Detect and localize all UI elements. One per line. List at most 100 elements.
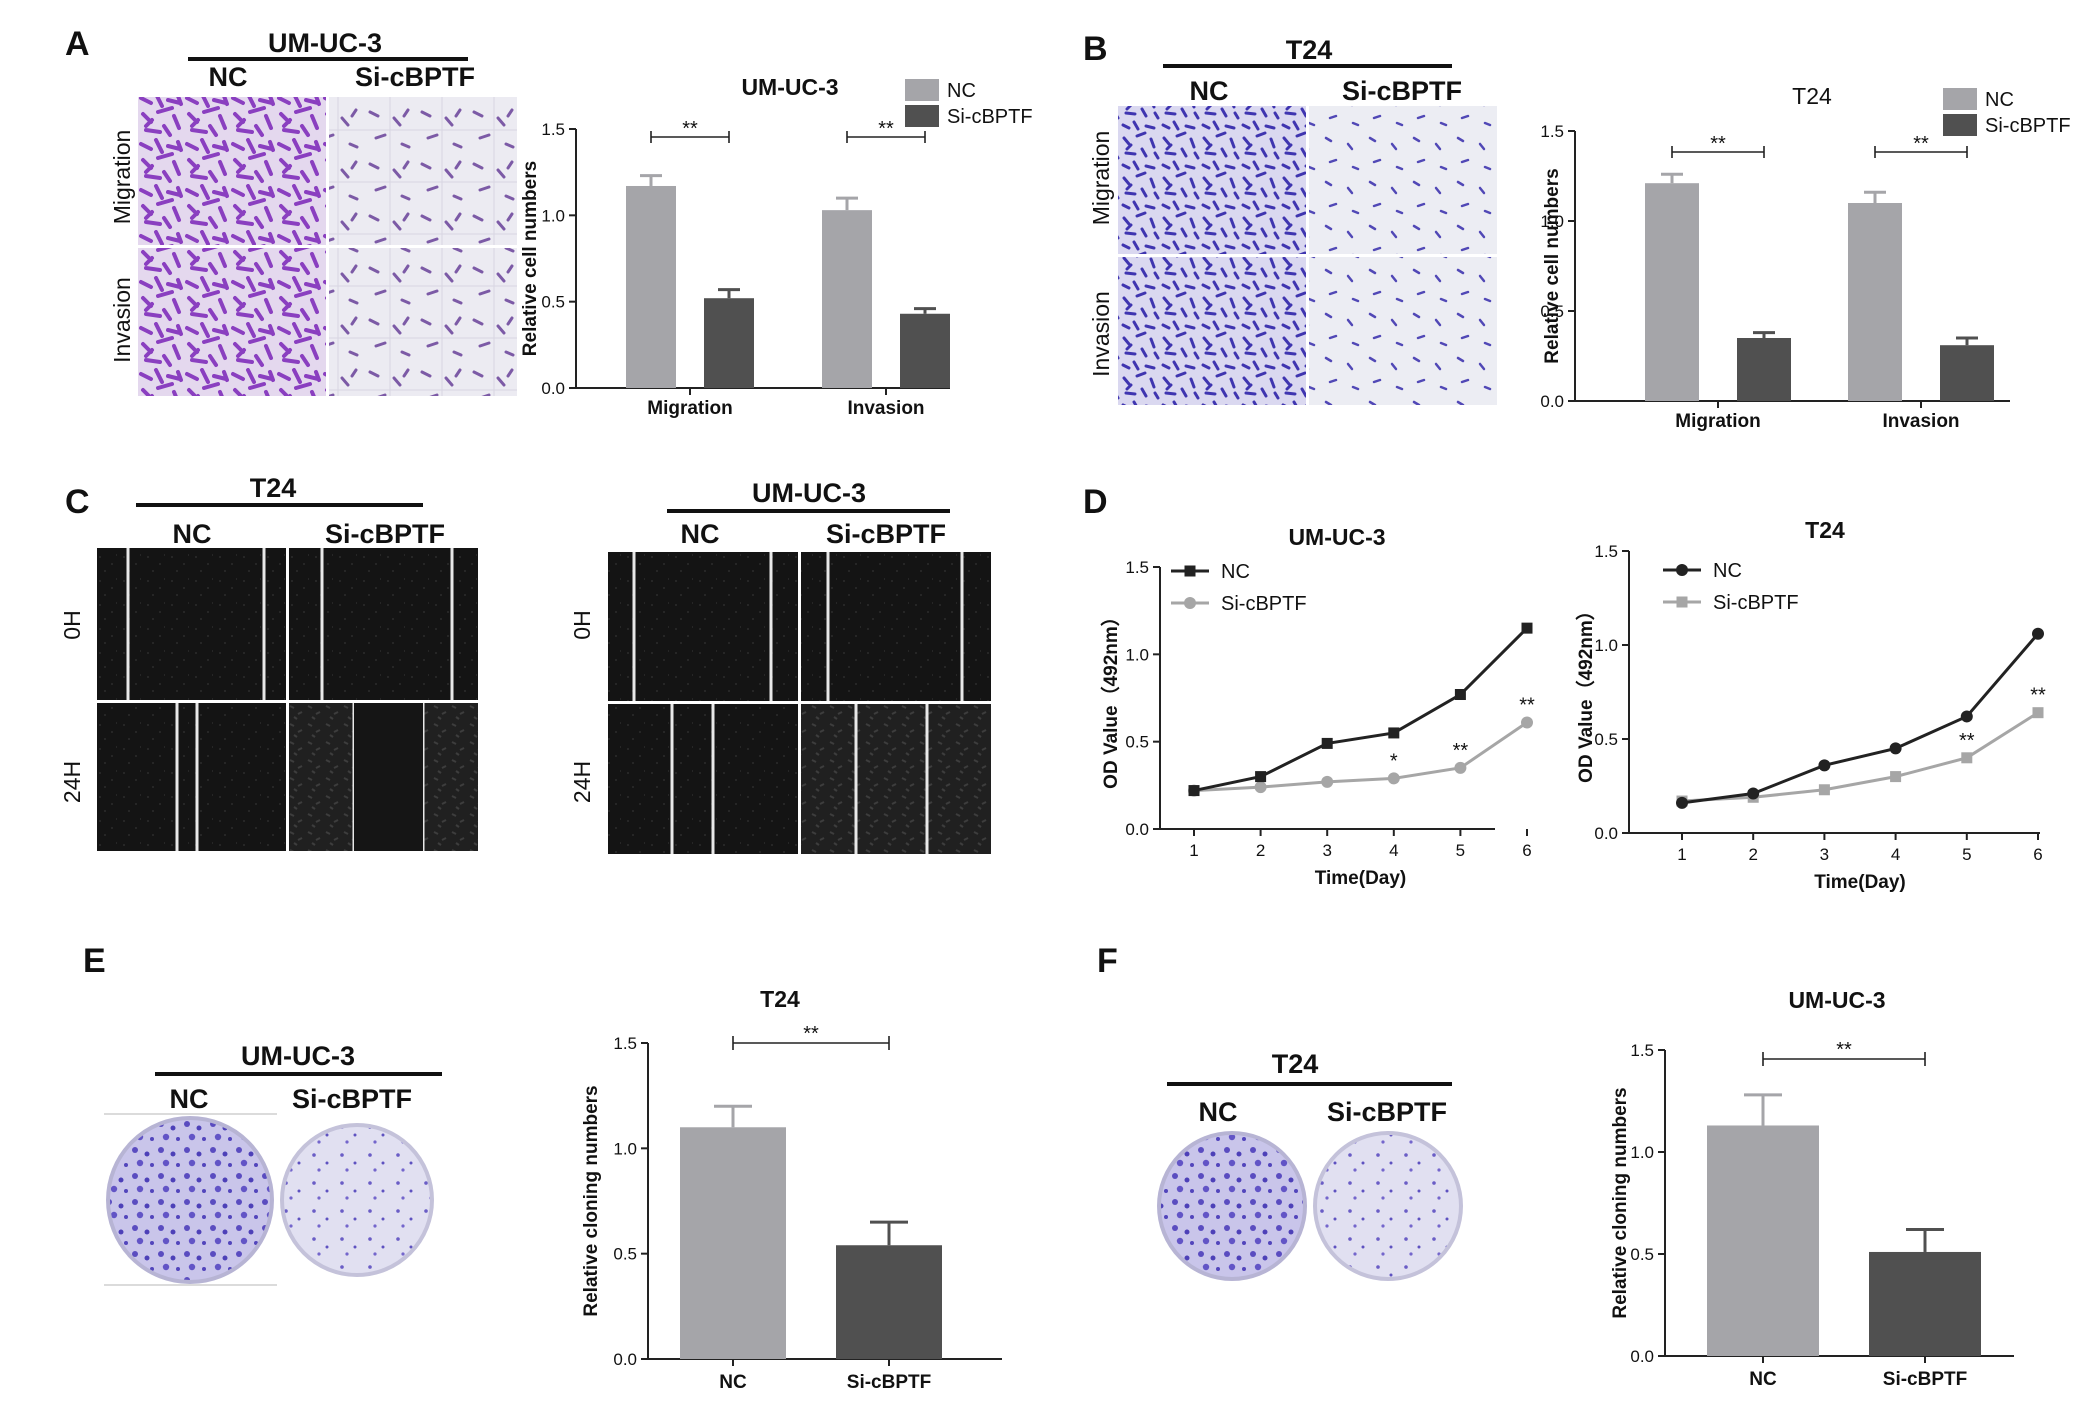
chart-a-bar: 0.0 0.5 1.0 1.5 Relative cell numbers UM-UC-3… <box>520 74 1033 419</box>
x-tick-label: 3 <box>1322 841 1331 860</box>
significance-label: ** <box>1836 1039 1852 1061</box>
legend-label: Si-cBPTF <box>1221 593 1307 615</box>
series-line <box>1193 721 1528 793</box>
x-tick-label: NC <box>1749 1369 1777 1390</box>
y-tick-label: 1.0 <box>613 1139 637 1158</box>
x-tick-label: 6 <box>2033 845 2042 864</box>
x-tick-label: 4 <box>1389 841 1398 860</box>
series-line <box>1193 627 1529 793</box>
legend-swatch <box>905 79 939 101</box>
data-point <box>1961 752 1973 764</box>
panel-b-micrographs: T24 NC Si-cBPTF Migration Invasion <box>1088 35 1497 405</box>
wound-si-0h <box>801 552 991 701</box>
x-tick-label: 5 <box>1456 841 1465 860</box>
y-tick-label: 0.5 <box>541 293 565 312</box>
y-tick-label: 1.0 <box>541 206 565 225</box>
y-tick-label: 1.5 <box>541 120 565 139</box>
row-label-24h: 24H <box>569 761 595 803</box>
col-label-nc: NC <box>209 62 248 92</box>
micrograph-nc-migration <box>138 97 326 245</box>
y-axis-label: Relative cloning numbers <box>1610 1087 1631 1318</box>
y-tick-label: 0.0 <box>1125 820 1149 839</box>
data-point <box>1747 787 1760 800</box>
y-tick-label: 0.5 <box>1594 730 1618 749</box>
y-axis-label: Relative cloning numbers <box>581 1085 602 1316</box>
micrograph-si-invasion <box>1309 257 1497 405</box>
bar <box>626 185 676 388</box>
micrograph-si-invasion <box>329 248 517 396</box>
wound-nc-24h <box>97 703 286 851</box>
micrograph-si-migration <box>329 97 517 245</box>
group-title: T24 <box>1272 1049 1319 1079</box>
panel-f-colonies: T24 NC Si-cBPTF <box>1157 1049 1463 1281</box>
data-point <box>1255 771 1267 783</box>
chart-title: UM-UC-3 <box>1788 987 1885 1013</box>
data-point <box>1188 785 1200 797</box>
chart-title: UM-UC-3 <box>1288 524 1385 550</box>
x-axis-label: Time(Day) <box>1315 868 1407 889</box>
data-point <box>1387 772 1400 785</box>
panel-c-left-wound: T24 NC Si-cBPTF 0H 24H <box>59 473 478 851</box>
legend-marker <box>1676 596 1688 608</box>
data-point <box>1321 775 1334 788</box>
x-tick-label: 5 <box>1962 845 1971 864</box>
legend-label: Si-cBPTF <box>1985 115 2071 137</box>
col-label-si: Si-cBPTF <box>355 62 475 92</box>
legend-swatch <box>1943 88 1977 110</box>
x-tick-label: 2 <box>1256 841 1265 860</box>
x-tick-label: 6 <box>1522 841 1531 860</box>
data-point <box>2032 707 2044 719</box>
y-axis-label: OD Value（492nm） <box>1574 601 1597 783</box>
x-tick-label: 2 <box>1748 845 1757 864</box>
y-tick-label: 1.5 <box>1540 122 1564 141</box>
chart-d-left-line: 0.0 0.5 1.0 1.5 OD Value（492nm） UM-UC-3 1 2 3 4 5 6… <box>1099 524 1535 889</box>
wound-nc-0h <box>97 548 286 700</box>
col-label-nc: NC <box>681 519 720 549</box>
row-label-invasion: Invasion <box>109 277 135 363</box>
data-point <box>1521 622 1533 634</box>
group-title: UM-UC-3 <box>752 478 866 508</box>
legend-swatch <box>1943 114 1977 136</box>
bar <box>1848 203 1902 401</box>
chart-e-bar: 0.0 0.5 1.0 1.5 Relative cloning numbers T24 N… <box>581 986 1002 1393</box>
panel-c-right-wound: UM-UC-3 NC Si-cBPTF 0H 24H <box>569 478 991 854</box>
y-tick-label: 1.0 <box>1540 212 1564 231</box>
series-line <box>1681 711 2039 803</box>
data-point <box>1676 796 1688 809</box>
dish-nc <box>1157 1131 1307 1281</box>
row-label-0h: 0H <box>59 610 85 639</box>
legend-marker <box>1184 597 1196 609</box>
row-label-migration: Migration <box>1088 131 1114 226</box>
panel-label-a: A <box>65 25 90 63</box>
wound-si-0h <box>289 548 478 700</box>
legend-label: NC <box>1985 89 2014 111</box>
y-tick-label: 1.5 <box>613 1034 637 1053</box>
col-label-si: Si-cBPTF <box>1342 76 1462 106</box>
col-label-si: Si-cBPTF <box>292 1084 412 1114</box>
panel-label-d: D <box>1083 483 1108 521</box>
wound-nc-24h <box>608 704 798 854</box>
data-point <box>1254 781 1267 794</box>
panel-a-micrographs: UM-UC-3 NC Si-cBPTF Migration Invasion <box>109 28 517 396</box>
chart-title: T24 <box>1805 517 1845 543</box>
x-tick-label: 1 <box>1189 841 1198 860</box>
col-label-nc: NC <box>170 1084 209 1114</box>
bar <box>1737 338 1791 401</box>
data-point <box>1889 742 1902 755</box>
bar <box>704 298 754 388</box>
legend-label: NC <box>1221 561 1250 583</box>
data-point <box>1388 727 1400 739</box>
chart-title: UM-UC-3 <box>741 74 838 100</box>
x-tick-label: Si-cBPTF <box>1883 1369 1967 1390</box>
row-label-invasion: Invasion <box>1088 291 1114 377</box>
panel-e-colonies: UM-UC-3 NC Si-cBPTF <box>104 1041 442 1286</box>
y-tick-label: 1.5 <box>1125 558 1149 577</box>
significance-label: ** <box>682 118 698 140</box>
row-label-0h: 0H <box>569 610 595 639</box>
x-tick-label: NC <box>719 1372 747 1393</box>
y-tick-label: 0.5 <box>1540 302 1564 321</box>
bar <box>822 210 872 388</box>
col-label-nc: NC <box>173 519 212 549</box>
y-tick-label: 0.5 <box>613 1245 637 1264</box>
